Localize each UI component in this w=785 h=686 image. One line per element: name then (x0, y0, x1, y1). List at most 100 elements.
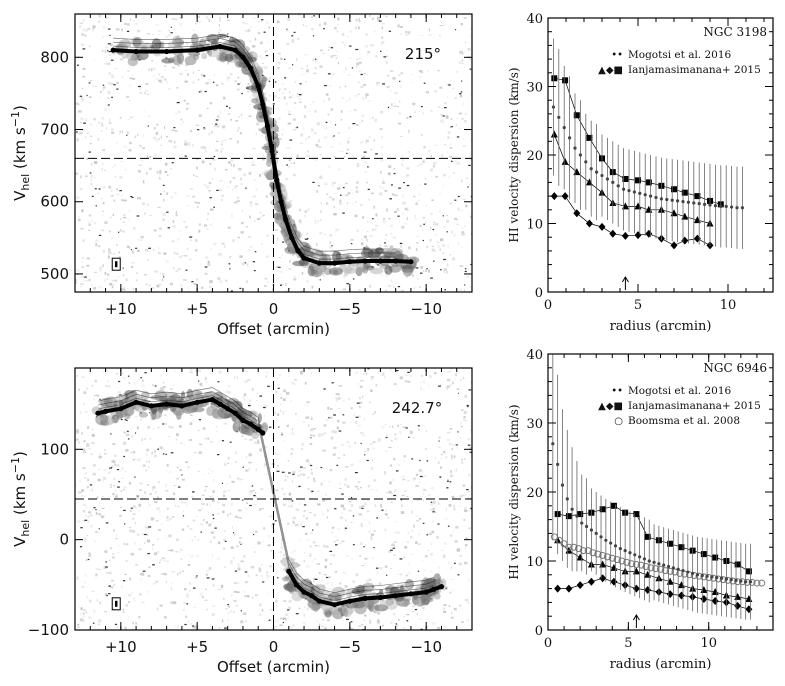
rotation-curve-point (95, 410, 101, 416)
series-diamond (554, 574, 753, 614)
angle-label: 242.7° (392, 399, 442, 417)
dot-marker (695, 573, 700, 577)
dot-marker (575, 514, 579, 518)
pv-panel-2: 242.7° +10 +5 0 −5 −10 −100 0 100 Offset (arcmin)… (9, 367, 473, 676)
dot-marker (628, 551, 632, 555)
contour-line (97, 387, 434, 594)
y-axis-label: Vhel (km s−1) (9, 451, 32, 547)
dot-marker (666, 564, 671, 569)
plot-area (550, 354, 766, 620)
dot-marker (662, 563, 666, 567)
y-axis-label: HI velocity dispersion (km/s) (507, 404, 521, 579)
y-tick-label: 20 (526, 486, 543, 501)
rotation-curve-point (408, 259, 414, 265)
rotation-curve-point (393, 258, 399, 264)
rotation-curve-point (179, 403, 185, 409)
diamond-marker (677, 591, 685, 600)
diamond-marker (576, 581, 584, 590)
dot-marker (703, 202, 707, 206)
rotation-curve-point (118, 406, 124, 412)
diamond-marker (598, 222, 606, 231)
x-tick-label: 5 (634, 298, 642, 313)
diamond-marker (587, 577, 595, 586)
dot-marker (734, 578, 738, 582)
square-marker (551, 75, 558, 82)
dot-marker (589, 528, 593, 532)
rotation-curve-point (408, 591, 414, 597)
rotation-curve-point (286, 568, 292, 574)
x-axis-label: Offset (arcmin) (217, 658, 330, 676)
dot-marker (729, 578, 733, 582)
series-square (551, 75, 724, 208)
rotation-curve-point (309, 593, 315, 599)
dot-marker (692, 201, 696, 205)
rotation-curve-point (423, 589, 429, 595)
dot-marker (568, 136, 572, 140)
rotation-curve-point (362, 595, 368, 602)
rotation-curve-point (133, 48, 139, 55)
square-marker (622, 175, 629, 182)
dot-marker (584, 524, 589, 529)
diamond-marker (585, 219, 593, 228)
y-tick-label: 800 (40, 48, 69, 66)
diamond-marker (573, 209, 581, 218)
y-tick-label: 10 (526, 218, 543, 233)
square-marker (633, 511, 640, 518)
y-tick-label: 30 (526, 81, 543, 96)
diamond-marker (711, 597, 719, 606)
legend-label: Boomsma et al. 2008 (628, 415, 740, 427)
square-marker (678, 544, 685, 551)
rotation-curve-point (255, 426, 261, 432)
dot-marker (616, 184, 620, 188)
rotation-curve-point (248, 65, 254, 71)
dot-marker (599, 535, 603, 539)
triangle-marker (634, 202, 642, 210)
panel-title: NGC 6946 (703, 361, 767, 375)
rotation-curve-point (289, 235, 295, 241)
x-tick-label: +5 (186, 638, 208, 656)
dot-marker (671, 566, 675, 570)
dot-marker (605, 177, 610, 181)
rotation-curve-point (164, 401, 170, 407)
diamond-marker (693, 234, 701, 243)
x-tick-label: +10 (105, 300, 137, 318)
x-axis-label: radius (arcmin) (610, 319, 712, 334)
diamond-marker (599, 574, 607, 583)
contour-line (97, 395, 434, 602)
square-marker (599, 506, 606, 513)
square-marker (577, 511, 584, 518)
x-tick-label: −5 (339, 638, 361, 656)
legend-symbols: •• (611, 386, 623, 397)
series-line (554, 195, 711, 246)
square-marker (671, 186, 677, 193)
dot-marker (643, 193, 647, 197)
rotation-curve-point (225, 406, 231, 412)
dot-marker (570, 507, 574, 511)
x-tick-label: 0 (269, 638, 279, 656)
dot-marker (584, 160, 588, 164)
dot-marker (609, 541, 613, 545)
legend-symbols: ○ (614, 416, 623, 427)
triangle-marker (550, 130, 558, 138)
y-tick-label: 100 (40, 440, 69, 458)
x-tick-label: −10 (410, 638, 442, 656)
dot-marker (739, 579, 743, 583)
dot-marker (632, 190, 637, 194)
rotation-curve-point (362, 258, 368, 264)
rotation-curve-point (217, 43, 223, 50)
rotation-curve-point (438, 584, 445, 590)
plot-area (550, 38, 745, 250)
y-tick-label: 10 (526, 555, 543, 570)
dot-marker (686, 200, 691, 204)
dot-marker (657, 562, 661, 566)
square-marker (644, 533, 651, 540)
dot-marker (705, 574, 709, 578)
dot-marker (573, 146, 577, 150)
dot-marker (551, 442, 555, 446)
dot-marker (740, 206, 745, 210)
diamond-marker (681, 236, 689, 245)
x-tick-label: 0 (544, 298, 552, 313)
legend-label: Ianjamasimanana+ 2015 (628, 64, 761, 76)
rotation-curve-point (274, 177, 280, 183)
